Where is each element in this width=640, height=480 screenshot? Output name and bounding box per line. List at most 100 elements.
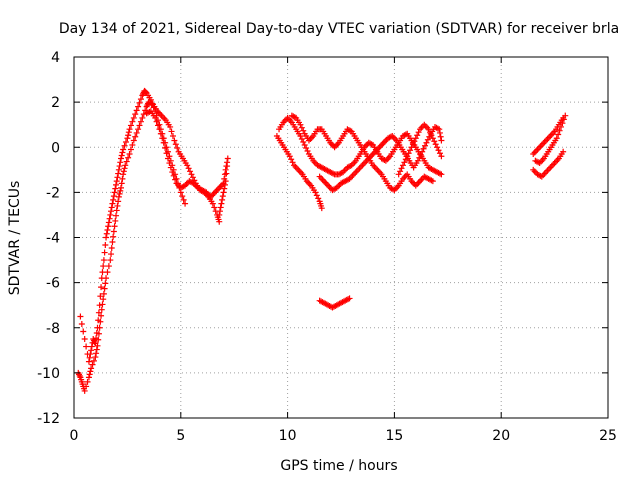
data-point-marker	[298, 124, 305, 131]
data-point-marker	[93, 346, 100, 353]
data-point-marker	[119, 175, 126, 182]
data-point-marker	[428, 132, 435, 139]
data-point-marker	[117, 155, 124, 162]
data-point-marker	[110, 228, 117, 235]
data-point-marker	[118, 152, 125, 159]
data-point-marker	[95, 330, 102, 337]
data-point-marker	[125, 132, 132, 139]
data-point-marker	[169, 132, 176, 139]
data-point-marker	[415, 129, 422, 136]
data-point-marker	[105, 219, 112, 226]
data-point-marker	[429, 178, 436, 185]
data-point-marker	[414, 132, 421, 139]
data-point-marker	[137, 118, 144, 125]
data-point-marker	[108, 245, 115, 252]
data-point-marker	[97, 318, 104, 325]
data-point-marker	[107, 257, 114, 264]
data-point-marker	[96, 324, 103, 331]
data-point-marker	[404, 153, 411, 160]
data-point-marker	[127, 122, 134, 129]
data-point-marker	[424, 136, 431, 143]
y-tick-labels: -12 -10 -8 -6 -4 -2 0 2 4	[37, 50, 60, 427]
data-point-marker	[123, 158, 130, 165]
data-point-marker	[438, 171, 445, 178]
data-point-marker	[220, 189, 227, 196]
data-point-marker	[103, 234, 110, 241]
data-point-marker	[120, 168, 127, 175]
data-point-marker	[436, 126, 443, 133]
data-point-marker	[167, 123, 174, 130]
data-point-marker	[167, 164, 174, 171]
data-point-marker	[135, 126, 142, 133]
data-point-marker	[92, 354, 99, 361]
data-point-marker	[87, 351, 94, 358]
y-tick-label: -10	[37, 366, 60, 382]
data-point-marker	[96, 302, 103, 309]
data-point-marker	[289, 159, 296, 166]
data-point-marker	[156, 126, 163, 133]
data-point-marker	[398, 165, 405, 172]
data-point-marker	[113, 212, 120, 219]
data-point-marker	[556, 127, 563, 134]
data-point-marker	[163, 144, 170, 151]
data-point-marker	[117, 187, 124, 194]
data-point-marker	[411, 138, 418, 145]
data-point-marker	[86, 371, 93, 378]
data-point-marker	[100, 296, 107, 303]
y-tick-label: 0	[51, 140, 60, 156]
data-point-marker	[422, 142, 429, 149]
data-point-marker	[109, 200, 116, 207]
data-point-marker	[434, 144, 441, 151]
data-point-marker	[288, 156, 295, 163]
data-point-marker	[395, 171, 402, 178]
data-point-marker	[101, 285, 108, 292]
data-point-marker	[88, 347, 95, 354]
data-point-marker	[127, 146, 134, 153]
data-point-marker	[429, 135, 436, 142]
data-point-marker	[112, 217, 119, 224]
data-point-marker	[438, 153, 445, 160]
data-point-marker	[136, 122, 143, 129]
data-point-marker	[553, 135, 560, 142]
data-point-marker	[133, 129, 140, 136]
data-point-marker	[81, 336, 88, 343]
data-point-marker	[211, 204, 218, 211]
x-axis-label: GPS time / hours	[280, 458, 397, 474]
data-point-marker	[105, 223, 112, 230]
data-point-marker	[109, 239, 116, 246]
data-point-marker	[414, 157, 421, 164]
data-point-marker	[297, 121, 304, 128]
data-point-marker	[313, 192, 320, 199]
data-point-marker	[223, 170, 230, 177]
data-point-marker	[101, 249, 108, 256]
data-point-marker	[435, 147, 442, 154]
data-point-marker	[409, 141, 416, 148]
data-point-marker	[89, 361, 96, 368]
data-point-marker	[130, 114, 137, 121]
data-point-marker	[436, 129, 443, 136]
data-point-marker	[221, 171, 228, 178]
x-tick-labels: 0 5 10 15 20 25	[70, 428, 617, 444]
data-point-marker	[121, 142, 128, 149]
data-point-marker	[104, 269, 111, 276]
data-point-marker	[110, 193, 117, 200]
data-point-marker	[125, 154, 132, 161]
data-point-marker	[216, 211, 223, 218]
data-point-marker	[416, 154, 423, 161]
data-point-marker	[122, 138, 129, 145]
data-point-marker	[431, 138, 438, 145]
data-point-marker	[438, 137, 445, 144]
data-point-marker	[437, 133, 444, 140]
data-point-marker	[301, 141, 308, 148]
data-point-marker	[110, 196, 117, 203]
data-point-marker	[95, 309, 102, 316]
data-point-marker	[139, 114, 146, 121]
data-point-marker	[318, 205, 325, 212]
data-point-marker	[83, 383, 90, 390]
data-point-marker	[408, 144, 415, 151]
data-point-marker	[124, 135, 131, 142]
data-point-marker	[110, 233, 117, 240]
data-point-marker	[117, 184, 124, 191]
y-tick-label: -6	[46, 276, 60, 292]
data-point-marker	[184, 162, 191, 169]
